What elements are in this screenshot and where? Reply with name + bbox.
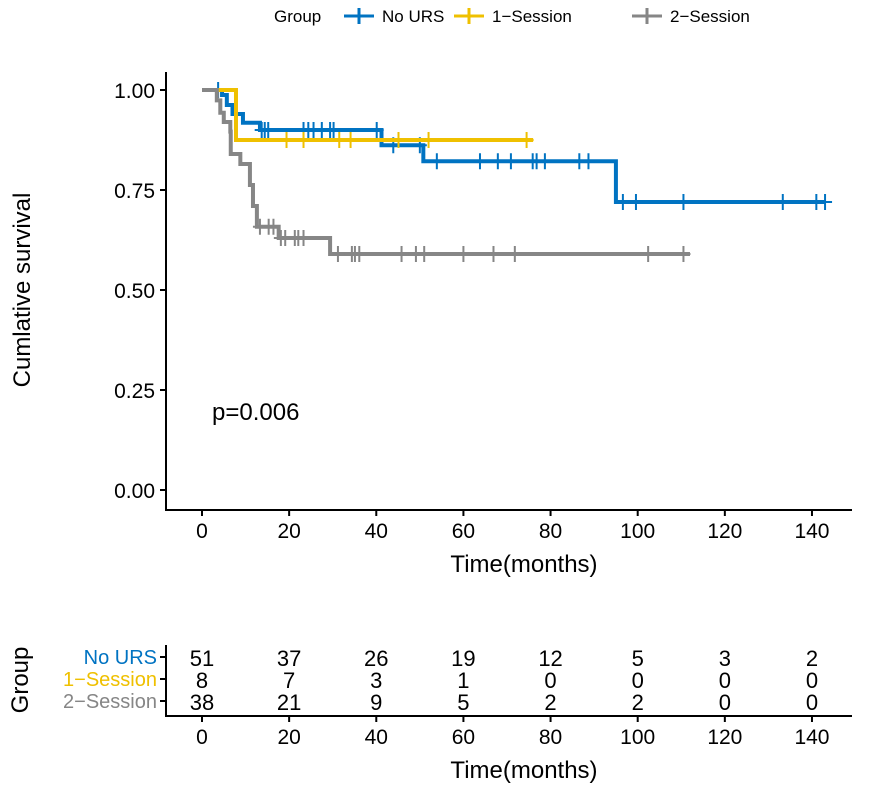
censor-mark	[394, 246, 409, 262]
survival-curve-1	[202, 88, 534, 142]
risk-x-tick-label: 140	[794, 726, 829, 749]
risk-count: 51	[190, 646, 214, 671]
survival-curve-2	[202, 88, 690, 256]
censor-mark	[326, 122, 341, 138]
risk-count: 0	[544, 668, 556, 693]
y-tick-label: 0.00	[114, 480, 155, 503]
x-axis-title: Time(months)	[450, 551, 597, 578]
censor-mark	[641, 246, 656, 262]
censor-mark	[507, 246, 522, 262]
x-tick-label: 20	[277, 520, 300, 543]
risk-x-tick-label: 120	[707, 726, 742, 749]
y-tick-label: 0.25	[114, 380, 155, 403]
legend-label: 1−Session	[492, 7, 572, 26]
legend-label: No URS	[382, 7, 444, 26]
censor-mark	[472, 153, 487, 170]
risk-x-tick-label: 100	[620, 726, 655, 749]
risk-count: 7	[283, 668, 295, 693]
censor-mark	[369, 122, 384, 138]
legend-key-2	[632, 8, 662, 24]
x-tick-label: 80	[539, 520, 562, 543]
x-tick-label: 120	[707, 520, 742, 543]
censor-mark	[775, 194, 790, 210]
censor-mark	[503, 153, 518, 170]
risk-count: 1	[457, 668, 469, 693]
censor-mark	[296, 132, 311, 148]
risk-count: 37	[277, 646, 301, 671]
censor-mark	[628, 194, 643, 210]
risk-x-tick-label: 0	[196, 726, 208, 749]
censor-mark	[676, 194, 691, 210]
risk-x-tick-label: 60	[452, 726, 475, 749]
risk-count: 19	[451, 646, 475, 671]
risk-count: 38	[190, 690, 214, 715]
y-tick-label: 0.75	[114, 180, 155, 203]
censor-mark	[456, 246, 471, 262]
censor-mark	[421, 132, 436, 148]
censor-mark	[261, 122, 276, 138]
censor-mark	[343, 132, 358, 148]
censor-mark	[330, 246, 345, 262]
risk-count: 0	[806, 690, 818, 715]
legend-title: Group	[274, 7, 321, 26]
risk-count: 26	[364, 646, 388, 671]
x-tick-label: 40	[365, 520, 388, 543]
risk-count: 5	[632, 646, 644, 671]
censor-mark	[266, 218, 281, 235]
y-axis-title: Cumlative survival	[9, 193, 36, 388]
risk-count: 2	[544, 690, 556, 715]
risk-count: 5	[457, 690, 469, 715]
censor-mark	[490, 153, 505, 170]
censor-mark	[676, 246, 691, 262]
y-tick-label: 0.50	[114, 280, 155, 303]
risk-count: 8	[196, 668, 208, 693]
censor-mark	[429, 153, 444, 170]
risk-count: 3	[370, 668, 382, 693]
censor-mark	[818, 194, 833, 210]
risk-count: 12	[538, 646, 562, 671]
y-tick-label: 1.00	[114, 80, 155, 103]
censor-mark	[352, 246, 367, 262]
risk-row-label: 1−Session	[63, 669, 157, 691]
risk-row-label: 2−Session	[63, 691, 157, 713]
p-value-annotation: p=0.006	[212, 399, 299, 426]
x-tick-label: 60	[452, 520, 475, 543]
x-tick-label: 140	[794, 520, 829, 543]
x-tick-label: 100	[620, 520, 655, 543]
risk-count: 0	[719, 690, 731, 715]
censor-mark	[279, 132, 294, 148]
risk-x-tick-label: 80	[539, 726, 562, 749]
censor-mark	[486, 246, 501, 262]
censor-mark	[417, 246, 432, 262]
risk-y-axis-title: Group	[7, 647, 34, 714]
censor-mark	[296, 230, 311, 246]
legend-key-0	[344, 8, 374, 24]
risk-x-axis-title: Time(months)	[450, 757, 597, 784]
legend-label: 2−Session	[670, 7, 750, 26]
risk-count: 9	[370, 690, 382, 715]
censor-mark	[519, 132, 534, 148]
x-tick-label: 0	[196, 520, 208, 543]
risk-count: 3	[719, 646, 731, 671]
risk-count: 2	[632, 690, 644, 715]
risk-x-tick-label: 40	[365, 726, 388, 749]
risk-count: 21	[277, 690, 301, 715]
risk-count: 0	[632, 668, 644, 693]
censor-mark	[581, 153, 596, 170]
censor-mark	[615, 194, 630, 210]
risk-count: 0	[719, 668, 731, 693]
survival-curve-0	[202, 88, 826, 204]
risk-count: 0	[806, 668, 818, 693]
censor-mark	[537, 153, 552, 170]
legend-key-1	[454, 8, 484, 24]
risk-count: 2	[806, 646, 818, 671]
risk-row-label: No URS	[84, 647, 157, 669]
risk-x-tick-label: 20	[277, 726, 300, 749]
censor-mark	[391, 132, 406, 148]
